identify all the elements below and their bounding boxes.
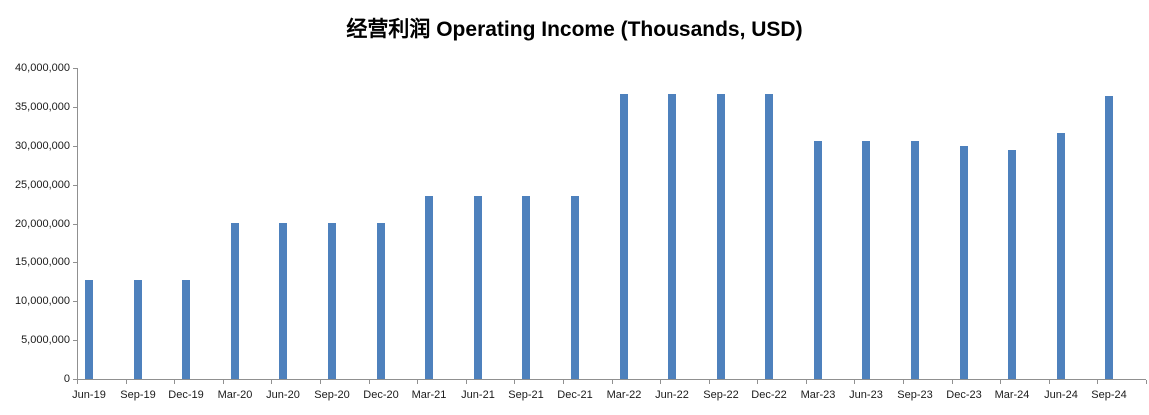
y-tick-label: 20,000,000 — [14, 218, 70, 230]
x-tick-label: Mar-21 — [411, 389, 447, 401]
x-tick-mark — [1049, 380, 1050, 384]
x-tick-mark — [466, 380, 467, 384]
x-tick-label: Jun-24 — [1044, 389, 1078, 401]
bar-dec-23 — [960, 146, 968, 379]
bar-sep-23 — [911, 141, 919, 379]
x-tick-label: Sep-21 — [508, 389, 544, 401]
x-tick-mark — [223, 380, 224, 384]
x-tick-mark — [271, 380, 272, 384]
x-tick-mark — [126, 380, 127, 384]
x-tick-mark — [903, 380, 904, 384]
y-tick-mark — [73, 340, 77, 341]
bar-mar-20 — [231, 223, 239, 379]
x-tick-mark — [563, 380, 564, 384]
bar-dec-20 — [377, 223, 385, 379]
x-tick-mark — [806, 380, 807, 384]
bar-sep-20 — [328, 223, 336, 379]
x-tick-label: Sep-20 — [314, 389, 350, 401]
y-tick-label: 30,000,000 — [14, 140, 70, 152]
x-tick-mark — [757, 380, 758, 384]
x-tick-label: Mar-22 — [606, 389, 642, 401]
x-tick-mark — [1146, 380, 1147, 384]
x-tick-label: Dec-20 — [363, 389, 399, 401]
bar-dec-21 — [571, 196, 579, 379]
x-tick-label: Sep-24 — [1091, 389, 1127, 401]
x-tick-label: Mar-24 — [994, 389, 1030, 401]
x-tick-label: Mar-20 — [217, 389, 253, 401]
y-tick-mark — [73, 107, 77, 108]
x-tick-label: Mar-23 — [800, 389, 836, 401]
x-tick-mark — [320, 380, 321, 384]
x-tick-label: Dec-23 — [946, 389, 982, 401]
bar-jun-19 — [85, 280, 93, 379]
bar-dec-22 — [765, 94, 773, 379]
x-tick-label: Jun-22 — [655, 389, 689, 401]
y-tick-label: 40,000,000 — [14, 62, 70, 74]
bar-sep-19 — [134, 280, 142, 379]
x-tick-mark — [952, 380, 953, 384]
x-tick-label: Sep-22 — [703, 389, 739, 401]
bar-mar-23 — [814, 141, 822, 379]
x-tick-mark — [1097, 380, 1098, 384]
bar-mar-24 — [1008, 150, 1016, 379]
x-tick-mark — [514, 380, 515, 384]
bar-mar-22 — [620, 94, 628, 379]
bar-jun-20 — [279, 223, 287, 379]
y-tick-mark — [73, 301, 77, 302]
x-tick-mark — [660, 380, 661, 384]
x-tick-label: Dec-22 — [751, 389, 787, 401]
bar-jun-22 — [668, 94, 676, 379]
x-tick-label: Jun-21 — [461, 389, 495, 401]
bar-jun-21 — [474, 196, 482, 379]
x-tick-label: Dec-21 — [557, 389, 593, 401]
bar-sep-21 — [522, 196, 530, 379]
y-tick-mark — [73, 146, 77, 147]
y-tick-mark — [73, 185, 77, 186]
y-axis — [77, 68, 78, 379]
x-tick-mark — [417, 380, 418, 384]
y-tick-mark — [73, 379, 77, 380]
y-tick-label: 10,000,000 — [14, 295, 70, 307]
y-tick-label: 25,000,000 — [14, 179, 70, 191]
bar-dec-19 — [182, 280, 190, 379]
x-tick-mark — [854, 380, 855, 384]
x-tick-label: Jun-19 — [72, 389, 106, 401]
bar-sep-24 — [1105, 96, 1113, 379]
x-tick-mark — [369, 380, 370, 384]
x-tick-mark — [77, 380, 78, 384]
x-tick-mark — [1000, 380, 1001, 384]
bar-jun-23 — [862, 141, 870, 379]
x-tick-mark — [174, 380, 175, 384]
x-tick-label: Jun-20 — [266, 389, 300, 401]
x-tick-label: Dec-19 — [168, 389, 204, 401]
bar-jun-24 — [1057, 133, 1065, 379]
y-tick-mark — [73, 262, 77, 263]
x-axis — [77, 379, 1146, 380]
y-tick-label: 35,000,000 — [14, 101, 70, 113]
y-tick-label: 0 — [63, 373, 70, 385]
chart-title: 经营利润 Operating Income (Thousands, USD) — [346, 18, 803, 41]
y-tick-label: 15,000,000 — [14, 256, 70, 268]
bar-mar-21 — [425, 196, 433, 379]
y-tick-mark — [73, 68, 77, 69]
x-tick-mark — [612, 380, 613, 384]
y-tick-mark — [73, 224, 77, 225]
bar-sep-22 — [717, 94, 725, 379]
x-tick-label: Jun-23 — [849, 389, 883, 401]
x-tick-label: Sep-19 — [120, 389, 156, 401]
x-tick-label: Sep-23 — [897, 389, 933, 401]
y-tick-label: 5,000,000 — [21, 334, 70, 346]
x-tick-mark — [709, 380, 710, 384]
